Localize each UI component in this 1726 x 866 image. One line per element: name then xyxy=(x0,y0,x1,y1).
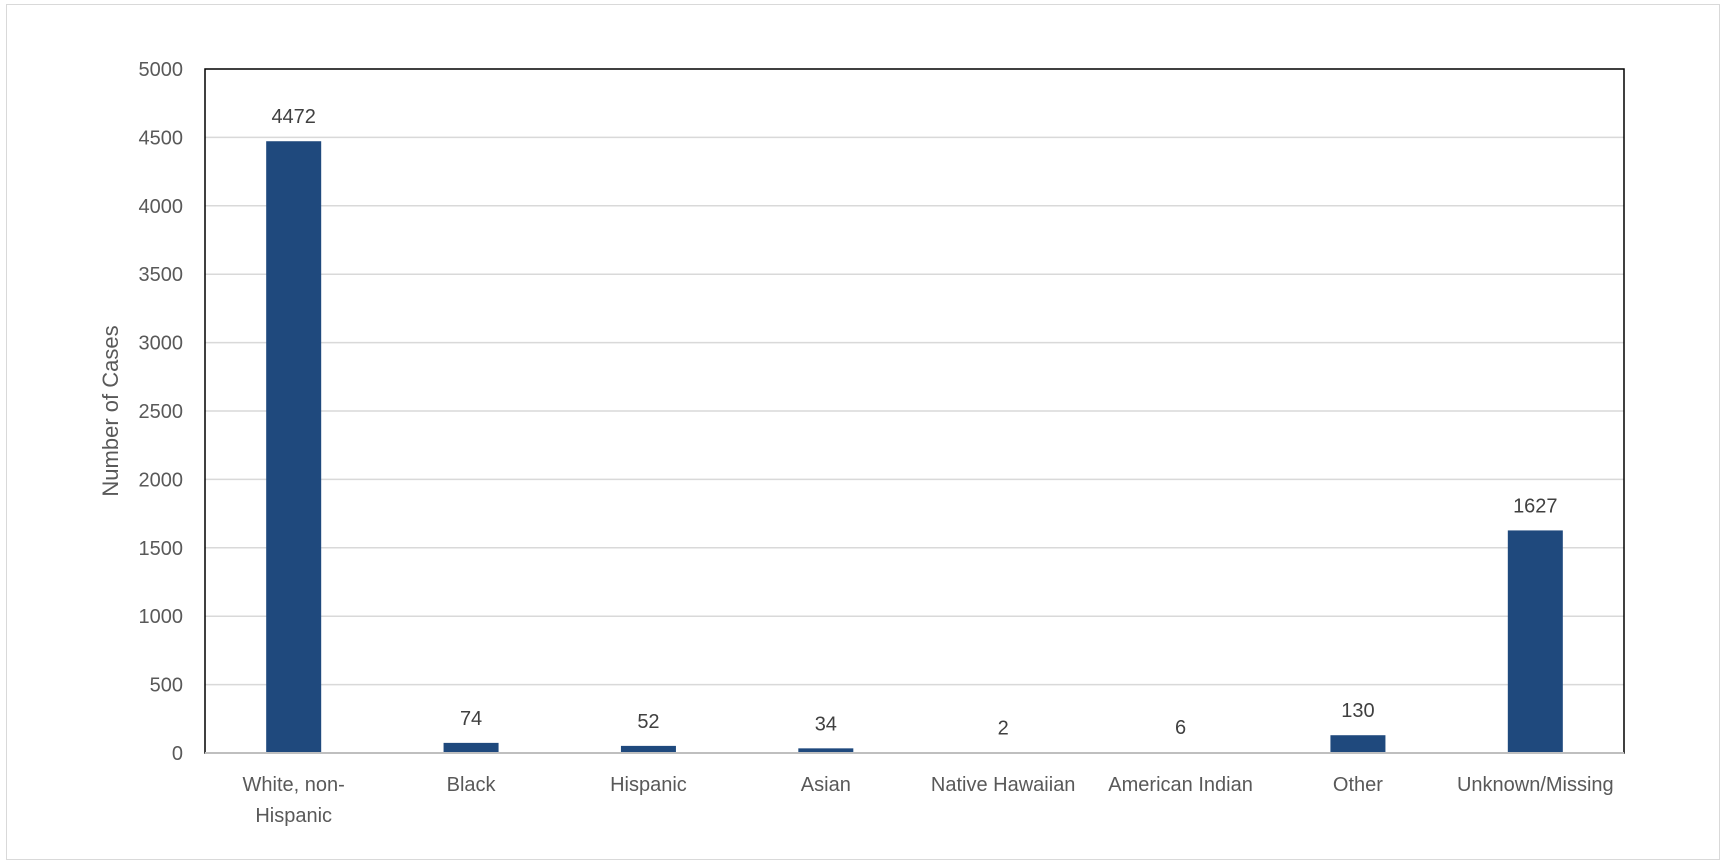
x-category-label: Native Hawaiian xyxy=(931,774,1076,796)
bar xyxy=(1330,735,1386,753)
data-label: 6 xyxy=(1175,717,1186,739)
bars xyxy=(266,141,1563,753)
data-label: 4472 xyxy=(271,106,316,128)
y-tick-label: 2500 xyxy=(139,401,184,423)
bar xyxy=(266,141,322,753)
x-category-label: Hispanic xyxy=(255,805,332,827)
bar xyxy=(1507,530,1563,753)
x-category-label: American Indian xyxy=(1108,774,1253,796)
y-tick-label: 1000 xyxy=(139,606,184,628)
y-tick-label: 500 xyxy=(150,675,183,697)
y-tick-label: 0 xyxy=(172,743,183,765)
x-category-label: Unknown/Missing xyxy=(1457,774,1614,796)
x-category-label: Black xyxy=(447,774,497,796)
y-tick-label: 5000 xyxy=(139,59,184,81)
y-tick-label: 1500 xyxy=(139,538,184,560)
data-label: 52 xyxy=(637,711,659,733)
gridlines xyxy=(205,136,1624,686)
x-category-label: White, non- xyxy=(243,774,345,796)
y-tick-label: 4500 xyxy=(139,127,184,149)
data-label: 2 xyxy=(998,717,1009,739)
x-axis-categories: White, non- Hispanic Black Hispanic Asian Nat… xyxy=(243,774,1614,827)
bar xyxy=(620,745,676,753)
data-label: 1627 xyxy=(1513,495,1558,517)
data-label: 34 xyxy=(815,713,837,735)
bar xyxy=(443,742,499,753)
x-category-label: Other xyxy=(1333,774,1383,796)
y-tick-label: 2000 xyxy=(139,469,184,491)
y-tick-label: 3000 xyxy=(139,333,184,355)
data-label: 130 xyxy=(1341,700,1374,722)
y-axis-ticks: 0 500 1000 1500 2000 2500 3000 3500 4000 4500 5000 xyxy=(139,59,184,765)
x-category-label: Hispanic xyxy=(610,774,687,796)
y-axis-label: Number of Cases xyxy=(98,325,123,496)
data-labels: 4472 74 52 34 2 6 130 1627 xyxy=(271,106,1557,739)
data-label: 74 xyxy=(460,708,482,730)
y-tick-label: 3500 xyxy=(139,264,184,286)
bar xyxy=(798,748,854,753)
x-category-label: Asian xyxy=(801,774,851,796)
y-tick-label: 4000 xyxy=(139,196,184,218)
